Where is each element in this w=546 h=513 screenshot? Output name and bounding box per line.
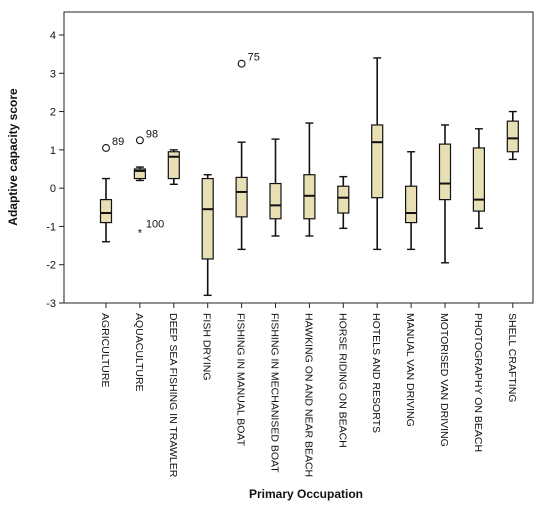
iqr-box [235,176,248,218]
y-tick-label: 2 [50,107,56,119]
iqr-box [201,177,214,260]
outlier-star-marker: * [138,227,143,239]
box-12 [472,128,485,230]
box-10 [405,151,418,251]
y-tick-label: 4 [50,30,56,42]
iqr-box [269,182,282,220]
x-category-label: PHOTOGRAPHY ON BEACH [472,313,484,452]
iqr-box [371,124,384,199]
outlier-circle-marker [237,59,246,68]
y-tick-label: -2 [46,260,56,272]
outlier-label: 98 [146,128,158,140]
outlier-label: 100 [146,218,164,230]
iqr-box [337,185,350,214]
iqr-box [472,147,485,212]
x-category-label: AGRICULTURE [99,313,111,387]
iqr-box [405,185,418,224]
outlier-points: 89 98 *100 75 [102,52,260,239]
y-tick-label: 1 [50,145,56,157]
box-5 [235,141,248,251]
y-tick-label: -1 [46,221,56,233]
outlier-circle-marker [135,136,144,145]
x-category-label: HOTELS AND RESORTS [370,313,382,433]
box-11 [438,124,452,264]
x-category-label: FISH DRYING [201,313,213,380]
outlier-circle-marker [102,143,110,152]
outlier-label: 75 [248,52,260,64]
box-2 [133,166,146,182]
x-category-label: DEEP SEA FISHING IN TRAWLER [167,313,179,478]
box-6 [269,138,282,237]
box-7 [303,122,316,237]
y-tick-label: 0 [50,183,56,195]
box-9 [371,57,384,251]
outlier-label: 89 [112,136,124,148]
box-series [99,57,519,297]
x-category-label: FISHING IN MANUAL BOAT [235,313,247,447]
y-axis-title: Adaptive capacity score [6,88,20,226]
y-tick-label: -3 [46,298,56,310]
box-4 [201,174,214,297]
x-axis: AGRICULTURE AQUACULTURE DEEP SEA FISHING I… [99,303,518,478]
iqr-box [133,168,146,180]
x-category-label: FISHING IN MECHANISED BOAT [269,313,281,473]
x-category-label: MANUAL VAN DRIVING [404,313,416,427]
y-tick-label: 3 [50,68,56,80]
x-category-label: HAWKING ON AND NEAR BEACH [302,313,314,477]
y-axis: -3 -2 -1 0 1 2 3 4 [46,30,64,310]
x-category-label: AQUACULTURE [133,313,145,392]
x-category-label: HORSE RIDING ON BEACH [336,313,348,448]
x-axis-title: Primary Occupation [249,487,363,501]
box-8 [337,175,350,230]
plot-frame [63,11,534,304]
iqr-box [506,120,519,153]
iqr-box [167,151,180,180]
iqr-box [438,143,452,201]
iqr-box [99,199,113,224]
box-13 [506,110,519,161]
box-3 [167,149,180,186]
x-category-label: MOTORISED VAN DRIVING [438,313,450,447]
box-1 [99,177,113,243]
x-category-label: SHELL CRAFTING [506,313,518,402]
